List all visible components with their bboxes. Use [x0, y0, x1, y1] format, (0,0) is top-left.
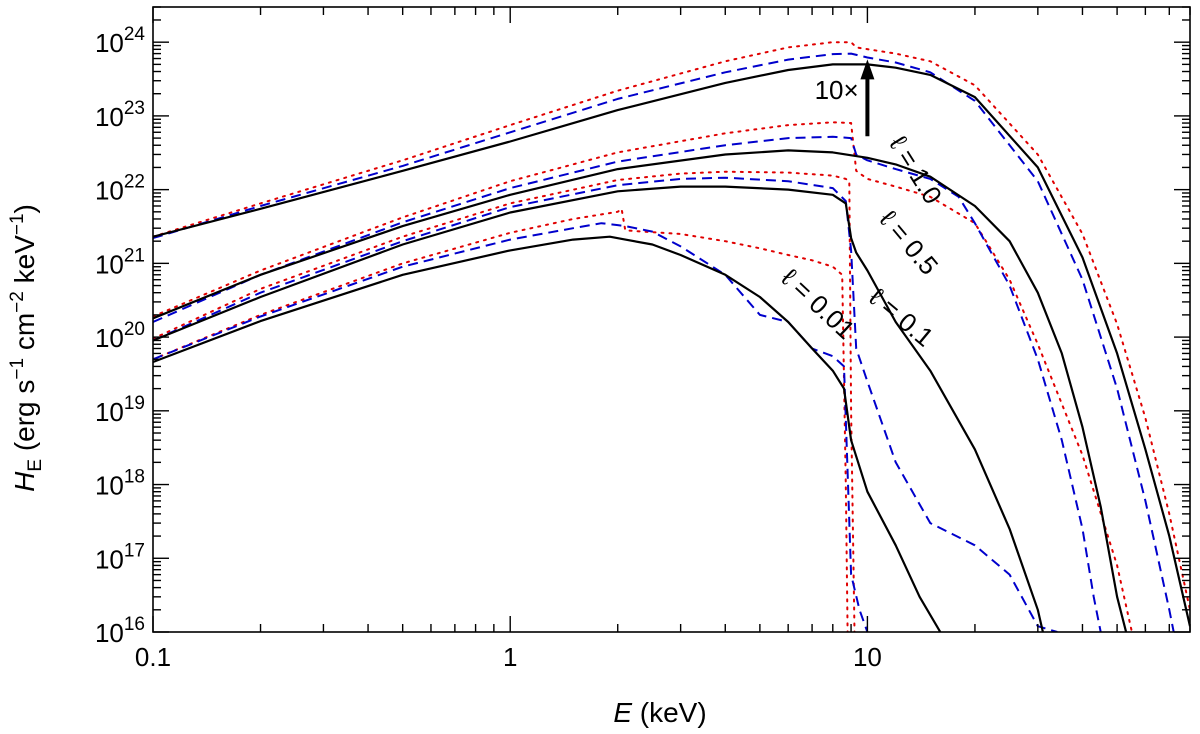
x-tick-label: 0.1 [135, 642, 171, 672]
series-line-solid [153, 63, 1190, 627]
x-tick-label: 10 [853, 642, 882, 672]
series-line-dotted [153, 41, 1190, 614]
series-line-dotted [153, 170, 856, 632]
curve-annotation: ℓ = 0.1 [863, 282, 939, 353]
curve-annotation: ℓ = 0.5 [874, 204, 945, 280]
y-tick-label: 1024 [95, 24, 145, 58]
series-layer [153, 41, 1190, 632]
curve-annotation: 10× [815, 75, 859, 105]
series-line-dashed [153, 135, 1102, 632]
y-tick-label: 1022 [95, 172, 145, 206]
y-axis-label: HE (erg s−1 cm−2 keV−1) [7, 204, 46, 492]
series-line-solid [153, 235, 942, 632]
y-tick-label: 1018 [95, 467, 145, 501]
y-tick-label: 1019 [95, 393, 145, 427]
y-tick-label: 1020 [95, 319, 145, 353]
series-line-solid [153, 149, 1128, 632]
curve-annotation: ℓ = 0.01 [776, 263, 861, 345]
annotations-layer: ℓ = 1.0ℓ = 0.5ℓ = 0.1ℓ = 0.01 10× [776, 59, 948, 353]
y-tick-label: 1023 [95, 98, 145, 132]
arrow-head [860, 59, 875, 80]
plot-frame [152, 6, 1191, 633]
series-line-dashed [153, 176, 1058, 632]
series-line-dashed [153, 222, 869, 632]
ticks-layer [152, 6, 1191, 633]
series-line-dotted [153, 121, 1133, 632]
labels-layer: 0.1 1 10 1016 1017 1018 1019 1020 1021 1022 1023 10… [95, 24, 882, 672]
series-line-solid [153, 185, 1044, 632]
curve-annotation: ℓ = 1.0 [883, 130, 948, 209]
x-tick-label: 1 [503, 642, 517, 672]
y-tick-label: 1021 [95, 245, 145, 279]
x-axis-label: E (keV) [613, 697, 706, 728]
series-line-dashed [153, 52, 1175, 632]
y-tick-label: 1017 [95, 540, 145, 574]
y-tick-label: 1016 [95, 614, 145, 648]
